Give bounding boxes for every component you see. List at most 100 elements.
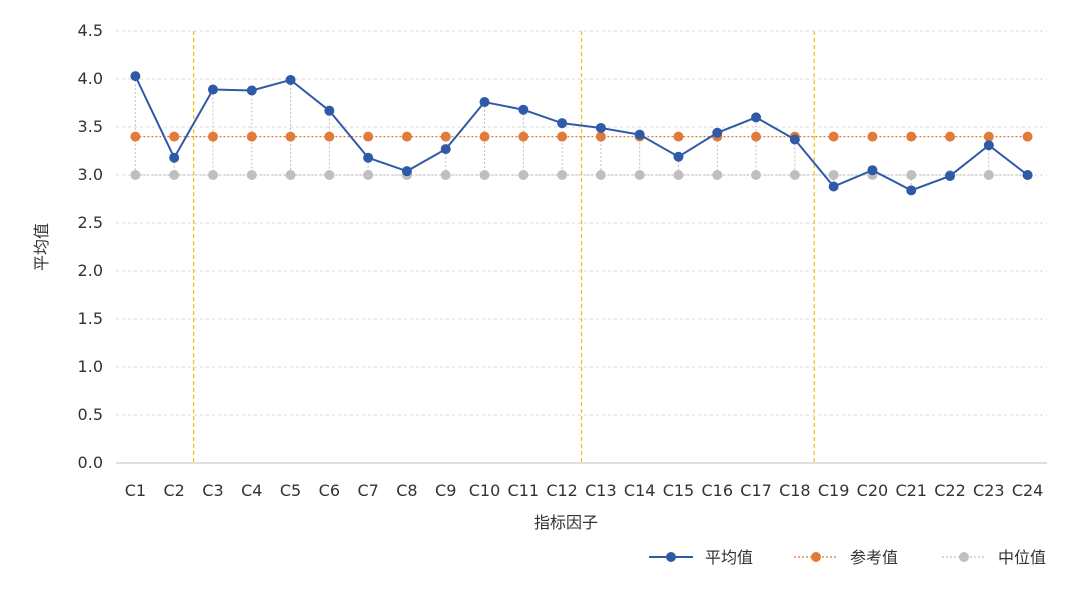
- series-0-point: [246, 85, 257, 96]
- x-tick-label: C2: [164, 481, 185, 500]
- series-0-point: [440, 144, 451, 155]
- series-1-point: [557, 131, 568, 142]
- series-1-point: [324, 131, 335, 142]
- x-tick-label: C15: [663, 481, 695, 500]
- x-tick-label: C8: [396, 481, 417, 500]
- x-tick-label: C4: [241, 481, 262, 500]
- series-2-point: [518, 170, 529, 180]
- y-tick-label: 4.0: [78, 69, 103, 88]
- x-tick-label: C17: [740, 481, 772, 500]
- y-tick-label: 0.5: [78, 405, 103, 424]
- series-1-point: [285, 131, 296, 142]
- series-2-point: [634, 170, 645, 180]
- series-0-point: [595, 122, 606, 133]
- y-tick-label: 0.0: [78, 453, 103, 472]
- series-2-point: [828, 170, 839, 180]
- series-1-point: [906, 131, 917, 142]
- series-0-point: [169, 152, 180, 163]
- series-0-point: [363, 152, 374, 163]
- series-0-point: [751, 112, 762, 123]
- series-1-point: [983, 131, 994, 142]
- y-tick-label: 2.5: [78, 213, 103, 232]
- series-2-point: [673, 170, 684, 180]
- x-tick-label: C10: [469, 481, 501, 500]
- series-0-point: [401, 166, 412, 177]
- series-1-point: [595, 131, 606, 142]
- x-tick-label: C7: [357, 481, 378, 500]
- series-0-point: [518, 104, 529, 115]
- series-1-point: [945, 131, 956, 142]
- x-tick-label: C1: [125, 481, 146, 500]
- x-tick-label: C6: [319, 481, 340, 500]
- series-1-point: [1022, 131, 1033, 142]
- x-tick-label: C11: [508, 481, 540, 500]
- x-tick-label: C14: [624, 481, 656, 500]
- x-tick-label: C24: [1012, 481, 1044, 500]
- series-2-point: [169, 170, 180, 180]
- series-2-point: [363, 170, 374, 180]
- series-0-point: [634, 129, 645, 140]
- series-0-point: [828, 181, 839, 192]
- series-0-point: [285, 74, 296, 85]
- series-1-point: [479, 131, 490, 142]
- x-tick-label: C5: [280, 481, 301, 500]
- series-0-point: [983, 140, 994, 151]
- legend-marker-2: [959, 552, 969, 562]
- series-2-point: [751, 170, 762, 180]
- series-1-point: [363, 131, 374, 142]
- legend-label: 平均值: [705, 548, 753, 567]
- x-tick-label: C13: [585, 481, 617, 500]
- series-2-point: [712, 170, 723, 180]
- series-0-point: [945, 170, 956, 181]
- series-1-point: [518, 131, 529, 142]
- series-1-point: [207, 131, 218, 142]
- x-tick-label: C18: [779, 481, 811, 500]
- series-0-point: [712, 127, 723, 138]
- y-tick-label: 2.0: [78, 261, 103, 280]
- series-1-point: [130, 131, 141, 142]
- series-0-point: [673, 151, 684, 162]
- series-1-point: [828, 131, 839, 142]
- y-tick-label: 4.5: [78, 21, 103, 40]
- series-0-point: [906, 185, 917, 196]
- series-0-point: [867, 165, 878, 176]
- series-1-point: [867, 131, 878, 142]
- legend-marker-0: [666, 552, 676, 562]
- x-tick-label: C16: [702, 481, 734, 500]
- y-tick-label: 1.0: [78, 357, 103, 376]
- axes: 0.0 0.5 1.0 1.5 2.0 2.5 3.0 3.5 4.0 4.5 C1 C2 C3 C4 C5…: [78, 21, 1047, 500]
- y-axis-title: 平均值: [32, 223, 51, 271]
- series-1-point: [751, 131, 762, 142]
- legend-marker-1: [811, 552, 821, 562]
- y-tick-label: 1.5: [78, 309, 103, 328]
- series-1-point: [401, 131, 412, 142]
- series-2-point: [906, 170, 917, 180]
- series-2-point: [557, 170, 568, 180]
- legend-label: 参考值: [850, 548, 898, 567]
- series-2-point: [207, 170, 218, 180]
- series-1-point: [169, 131, 180, 142]
- series-1-point: [246, 131, 257, 142]
- x-tick-label: C23: [973, 481, 1005, 500]
- series-2-point: [983, 170, 994, 180]
- series-0-point: [557, 118, 568, 129]
- x-tick-label: C3: [202, 481, 223, 500]
- series-1-point: [673, 131, 684, 142]
- series-0-point: [479, 97, 490, 108]
- series-2-point: [789, 170, 800, 180]
- series-1-point: [440, 131, 451, 142]
- series-2-point: [440, 170, 451, 180]
- series-line-0: [134, 75, 1029, 192]
- series: [130, 71, 1033, 196]
- series-0-point: [324, 105, 335, 116]
- x-tick-label: C12: [546, 481, 578, 500]
- x-tick-label: C21: [895, 481, 927, 500]
- x-tick-label: C19: [818, 481, 850, 500]
- series-2-point: [246, 170, 257, 180]
- series-0-point: [207, 84, 218, 95]
- group-dividers: [192, 31, 815, 463]
- x-tick-label: C9: [435, 481, 456, 500]
- series-2-point: [324, 170, 335, 180]
